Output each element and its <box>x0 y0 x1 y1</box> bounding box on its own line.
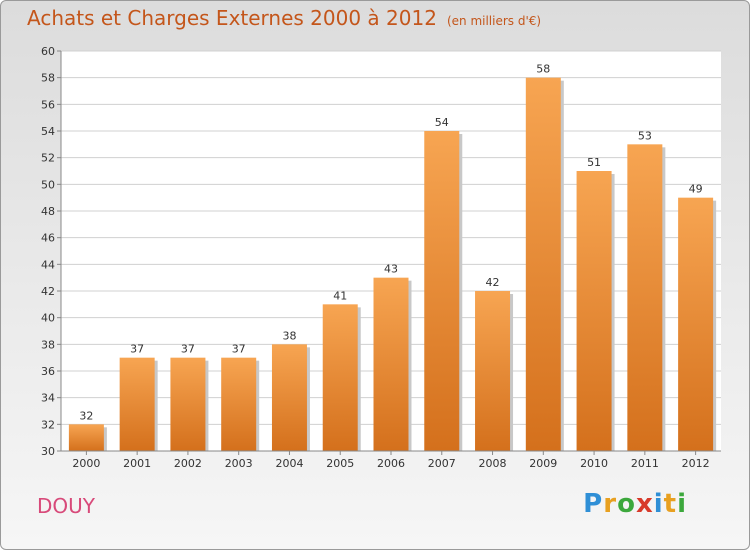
y-tick-label: 60 <box>41 45 55 58</box>
x-tick-label: 2009 <box>529 457 557 470</box>
bar-value-label: 37 <box>232 343 246 356</box>
bar <box>68 424 104 451</box>
bar <box>424 131 460 451</box>
logo-letter: i <box>677 489 687 519</box>
bar-value-label: 32 <box>79 409 93 422</box>
bar-value-label: 42 <box>486 276 500 289</box>
commune-name: DOUY <box>37 494 95 518</box>
y-tick-label: 58 <box>41 72 55 85</box>
bar-value-label: 37 <box>130 343 144 356</box>
y-tick-label: 44 <box>41 258 55 271</box>
y-tick-label: 48 <box>41 205 55 218</box>
y-tick-label: 40 <box>41 312 55 325</box>
y-tick-label: 32 <box>41 418 55 431</box>
x-tick-label: 2000 <box>72 457 100 470</box>
bar <box>170 357 206 451</box>
x-tick-label: 2006 <box>377 457 405 470</box>
y-tick-label: 30 <box>41 445 55 458</box>
logo-letter: P <box>583 489 604 519</box>
bar <box>627 144 663 452</box>
y-tick-label: 42 <box>41 285 55 298</box>
bar <box>271 344 307 451</box>
unit-label: (en milliers d'€) <box>446 14 542 28</box>
y-tick-label: 36 <box>41 365 55 378</box>
logo-letter: t <box>663 489 678 519</box>
bar <box>576 171 612 451</box>
bar-value-label: 53 <box>638 129 652 142</box>
y-tick-label: 52 <box>41 152 55 165</box>
proxiti-logo: Proxiti <box>583 489 687 519</box>
x-tick-label: 2008 <box>479 457 507 470</box>
bar <box>322 304 358 451</box>
bar <box>525 77 561 452</box>
bar-value-label: 51 <box>587 156 601 169</box>
x-tick-label: 2003 <box>225 457 253 470</box>
logo-letter: i <box>653 489 664 519</box>
y-tick-label: 46 <box>41 232 55 245</box>
bar-value-label: 37 <box>181 343 195 356</box>
chart-title-text: Achats et Charges Externes 2000 à 2012 <box>27 6 437 30</box>
logo-letter: r <box>603 489 618 519</box>
y-tick-label: 38 <box>41 338 55 351</box>
chart-title: Achats et Charges Externes 2000 à 2012 (e… <box>27 6 541 30</box>
bar-value-label: 43 <box>384 263 398 276</box>
bar-value-label: 54 <box>435 116 449 129</box>
bar-value-label: 41 <box>333 289 347 302</box>
bar <box>221 357 257 451</box>
bar <box>475 291 511 451</box>
bar <box>373 277 409 451</box>
logo-letter: o <box>617 489 636 519</box>
bar-value-label: 58 <box>536 63 550 76</box>
bar-value-label: 49 <box>689 183 703 196</box>
logo-letter: x <box>635 489 654 519</box>
y-tick-label: 56 <box>41 98 55 111</box>
x-tick-label: 2002 <box>174 457 202 470</box>
y-tick-label: 50 <box>41 178 55 191</box>
y-tick-label: 34 <box>41 392 55 405</box>
x-tick-label: 2004 <box>275 457 303 470</box>
x-tick-label: 2001 <box>123 457 151 470</box>
y-tick-label: 54 <box>41 125 55 138</box>
x-tick-label: 2012 <box>682 457 710 470</box>
x-tick-label: 2011 <box>631 457 659 470</box>
x-tick-label: 2005 <box>326 457 354 470</box>
bar-value-label: 38 <box>282 329 296 342</box>
bar <box>119 357 155 451</box>
x-tick-label: 2007 <box>428 457 456 470</box>
x-tick-label: 2010 <box>580 457 608 470</box>
bar <box>678 197 714 451</box>
